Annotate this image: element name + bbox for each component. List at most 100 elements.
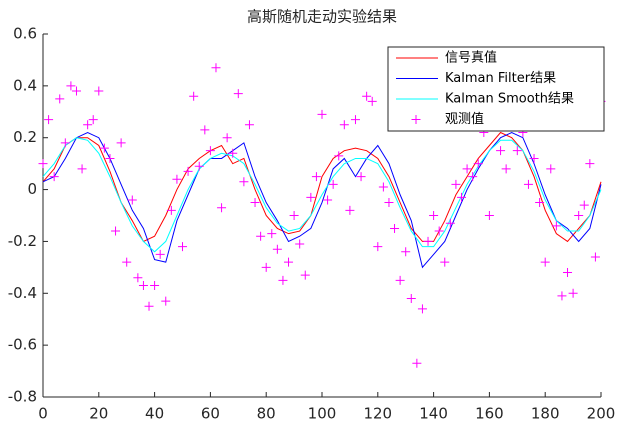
observation (328, 179, 338, 189)
y-tick-label: 0 (27, 180, 37, 198)
observation (356, 172, 366, 182)
observation (99, 143, 109, 153)
observation (590, 252, 600, 262)
legend-label: Kalman Smooth结果 (445, 92, 574, 107)
x-tick-label: 20 (89, 405, 108, 423)
observation (540, 257, 550, 267)
legend-label: 观测值 (445, 111, 484, 127)
observation (155, 249, 165, 259)
observation (289, 211, 299, 220)
observation (138, 281, 148, 291)
observation (579, 200, 589, 210)
observation (228, 148, 238, 158)
observation (205, 146, 215, 156)
observation (535, 198, 545, 208)
observation (323, 195, 333, 205)
observation (568, 288, 578, 298)
observation (429, 211, 439, 220)
observation (144, 301, 154, 311)
x-tick-label: 40 (145, 405, 164, 423)
observation (574, 211, 584, 220)
observation (222, 133, 232, 143)
x-tick-label: 60 (201, 405, 220, 423)
series-line (42, 137, 602, 253)
observation (529, 153, 539, 163)
observation (178, 242, 187, 252)
observation (546, 164, 556, 174)
observation (434, 226, 444, 236)
observation (440, 257, 450, 267)
observation (60, 138, 70, 148)
observation (468, 172, 478, 182)
observation (390, 223, 400, 233)
observation (161, 296, 171, 306)
observation (94, 86, 104, 96)
observation (250, 198, 260, 208)
observation (523, 179, 533, 189)
x-tick-label: 0 (38, 405, 48, 423)
observation (457, 192, 466, 202)
observation (66, 81, 76, 91)
x-tick-label: 200 (587, 405, 616, 423)
legend-label: 信号真值 (445, 50, 497, 66)
legend-box (387, 46, 605, 132)
observation (563, 268, 573, 278)
legend-label: Kalman Filter结果 (445, 71, 556, 86)
observation (501, 164, 511, 174)
observation (244, 120, 254, 130)
observation (317, 109, 327, 119)
observation (239, 177, 249, 187)
observation (295, 239, 305, 249)
x-tick-label: 120 (363, 405, 392, 423)
y-tick-label: -0.4 (8, 284, 37, 302)
observation (200, 125, 210, 135)
observation (311, 172, 321, 182)
observation (473, 159, 483, 169)
observation (451, 179, 461, 189)
y-tick-label: 0.2 (13, 128, 37, 146)
observation (412, 358, 422, 368)
observation (278, 275, 288, 285)
observation (166, 205, 176, 215)
observation (71, 86, 81, 96)
observation (284, 257, 294, 267)
observation (77, 164, 87, 174)
observation (44, 115, 54, 125)
observation (378, 182, 388, 192)
x-tick-label: 100 (308, 405, 337, 423)
observation (261, 262, 271, 272)
legend-marker (411, 115, 421, 124)
series-line (42, 131, 602, 269)
y-tick-label: -0.8 (8, 388, 37, 406)
observation (512, 146, 522, 156)
observation (111, 226, 121, 236)
observation (350, 115, 360, 125)
observation (256, 231, 266, 241)
observation (362, 91, 372, 101)
observation (339, 120, 349, 130)
observation (306, 192, 316, 202)
observation (423, 236, 433, 246)
chart-title: 高斯随机走动实验结果 (247, 8, 397, 26)
observation (233, 89, 243, 99)
observation (88, 115, 98, 125)
observation (49, 172, 59, 182)
observation (585, 159, 595, 169)
observation (122, 257, 132, 267)
observation (116, 138, 126, 148)
observation (38, 159, 48, 169)
x-tick-label: 140 (419, 405, 448, 423)
observation (211, 63, 221, 73)
x-tick-label: 160 (475, 405, 504, 423)
observation (462, 164, 472, 174)
observation (417, 304, 427, 314)
observation (105, 153, 115, 163)
observation (373, 242, 383, 252)
observation (367, 96, 377, 106)
observation (484, 211, 494, 220)
observation (83, 120, 93, 130)
y-tick-label: 0.4 (13, 76, 37, 94)
observation (55, 94, 65, 104)
observation (272, 244, 282, 254)
